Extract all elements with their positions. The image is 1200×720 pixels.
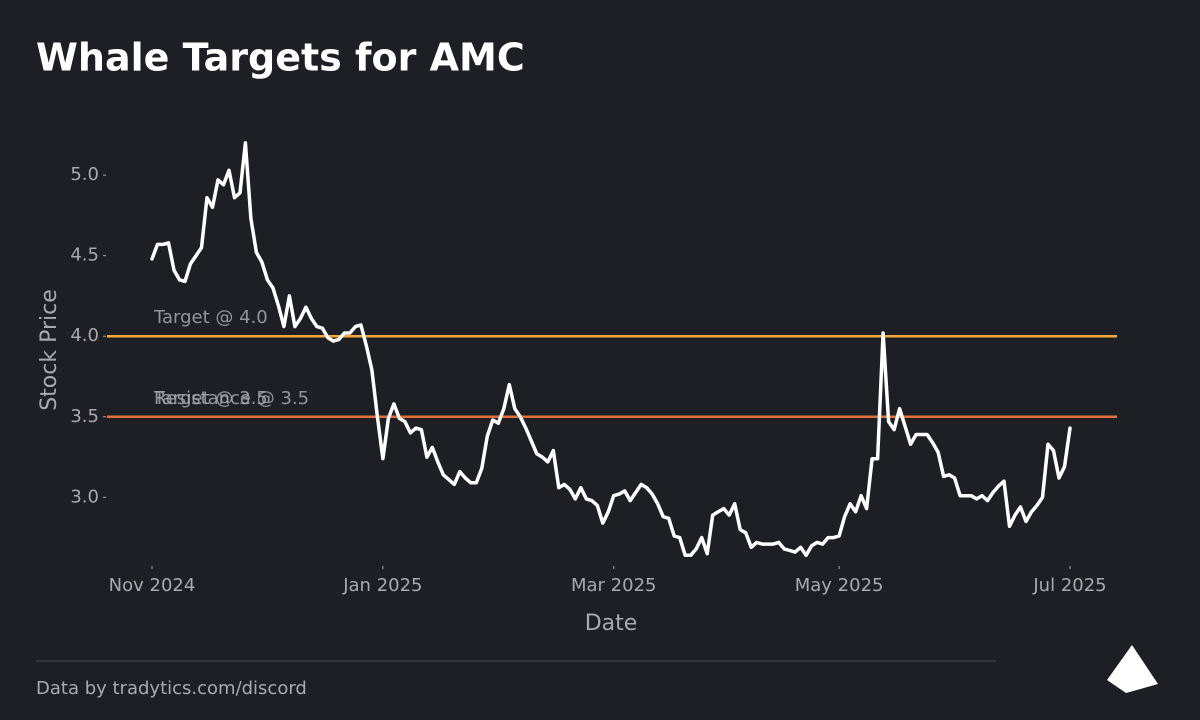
- y-tick-label: 3.5: [70, 406, 99, 427]
- x-tick-label: Mar 2025: [571, 575, 657, 596]
- y-tick-label: 4.0: [70, 325, 99, 346]
- x-tick-label: Jul 2025: [1032, 575, 1106, 596]
- footer: Data by tradytics.com/discord: [36, 678, 307, 699]
- price-line: [150, 141, 1072, 558]
- x-tick-label: Nov 2024: [109, 575, 196, 596]
- target-label: Target @ 4.0: [153, 307, 268, 328]
- target-label: Resistance @ 3.5: [154, 388, 309, 409]
- chart-title: Whale Targets for AMC: [36, 36, 525, 80]
- x-tick-label: May 2025: [795, 575, 884, 596]
- logo: [1107, 645, 1158, 693]
- y-tick-label: 5.0: [70, 164, 99, 185]
- target-label: Target @ 3.5: [153, 388, 268, 409]
- x-axis-label: Date: [585, 611, 638, 636]
- x-tick-label: Jan 2025: [342, 575, 422, 596]
- y-axis-label: Stock Price: [37, 289, 62, 411]
- y-tick-label: 4.5: [70, 245, 99, 266]
- y-tick-label: 3.0: [70, 486, 99, 507]
